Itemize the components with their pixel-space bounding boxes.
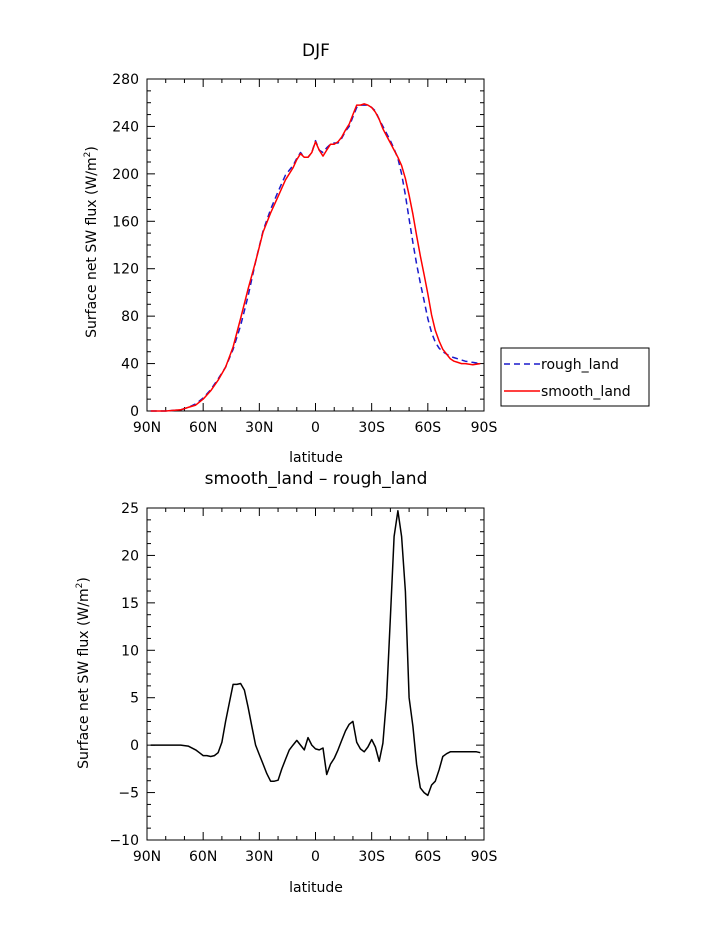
top-chart-series: [150, 103, 481, 412]
x-tick-label: 60N: [189, 849, 217, 865]
top-chart-panel: DJF latitude Surface net SW flux (W/m2) …: [83, 41, 650, 466]
legend: rough_land smooth_land: [500, 347, 650, 407]
y-tick-label: 40: [121, 357, 139, 373]
bottom-chart-title: smooth_land – rough_land: [205, 469, 428, 489]
x-tick-label: 0: [311, 420, 320, 436]
x-tick-label: 90N: [133, 420, 161, 436]
y-tick-label: 25: [121, 501, 139, 517]
smooth-land-series-line: [150, 103, 481, 412]
x-tick-label: 90S: [471, 420, 498, 436]
x-tick-label: 0: [311, 849, 320, 865]
legend-rough-label: rough_land: [541, 357, 619, 373]
y-tick-label: 10: [121, 643, 139, 659]
top-chart-xlabel: latitude: [289, 450, 343, 466]
bottom-chart-panel: smooth_land – rough_land latitude Surfac…: [75, 469, 497, 896]
bottom-chart-series: [150, 510, 481, 797]
plot-frame: [146, 78, 485, 412]
y-tick-label: 80: [121, 309, 139, 325]
x-tick-label: 60S: [414, 849, 441, 865]
x-tick-label: 30S: [358, 420, 385, 436]
x-tick-label: 30S: [358, 849, 385, 865]
bottom-chart-ylabel: Surface net SW flux (W/m2): [75, 577, 92, 769]
y-tick-label: 280: [112, 72, 139, 88]
legend-smooth-label: smooth_land: [541, 384, 631, 400]
y-tick-label: 120: [112, 262, 139, 278]
x-tick-label: 60S: [414, 420, 441, 436]
x-tick-label: 90N: [133, 849, 161, 865]
y-tick-label: 15: [121, 596, 139, 612]
y-tick-label: −10: [109, 833, 139, 849]
rough-land-series-line: [150, 104, 481, 412]
y-tick-label: 20: [121, 548, 139, 564]
x-tick-label: 30N: [245, 420, 273, 436]
x-tick-label: 30N: [245, 849, 273, 865]
y-tick-label: 5: [130, 691, 139, 707]
bottom-chart-xlabel: latitude: [289, 880, 343, 896]
bottom-chart-axes: 90N 60N 30N 0 30S 60S 90S −10 −5 0 5 10 15 20 25: [109, 501, 497, 865]
x-tick-label: 60N: [189, 420, 217, 436]
y-tick-label: 200: [112, 167, 139, 183]
y-tick-label: 0: [130, 404, 139, 420]
y-tick-label: 160: [112, 214, 139, 230]
top-chart-title: DJF: [302, 41, 330, 61]
y-tick-label: −5: [118, 786, 139, 802]
top-chart-axes: 90N 60N 30N 0 30S 60S 90S 0 40 80 120 160 200 240 280: [112, 72, 497, 436]
y-tick-label: 240: [112, 119, 139, 135]
x-tick-label: 90S: [471, 849, 498, 865]
y-tick-label: 0: [130, 738, 139, 754]
difference-series-line: [150, 510, 481, 797]
legend-box: [500, 347, 650, 407]
plot-frame: [146, 507, 485, 841]
top-chart-ylabel: Surface net SW flux (W/m2): [83, 146, 100, 338]
